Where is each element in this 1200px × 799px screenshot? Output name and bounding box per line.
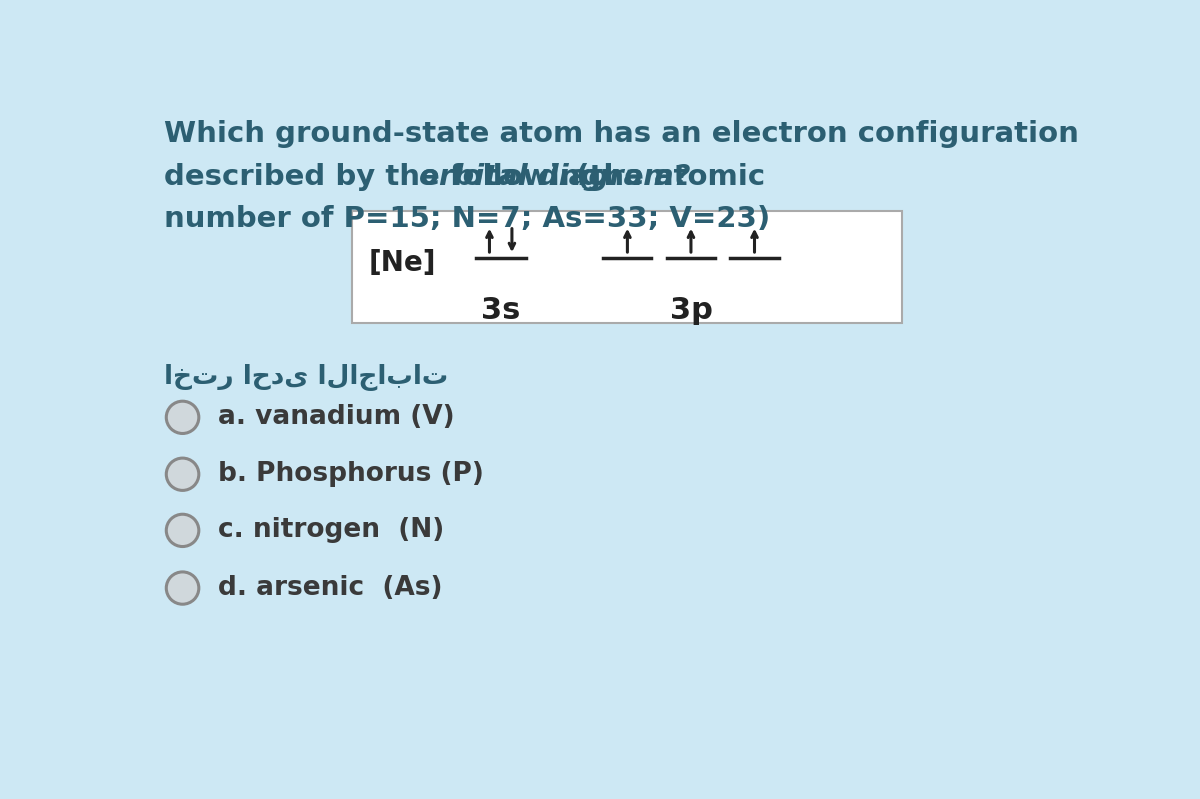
- Circle shape: [167, 458, 199, 491]
- Text: اختر احدى الاجابات: اختر احدى الاجابات: [164, 364, 449, 391]
- Text: Which ground-state atom has an electron configuration: Which ground-state atom has an electron …: [164, 121, 1079, 149]
- Text: a. vanadium (V): a. vanadium (V): [218, 404, 455, 431]
- Text: c. nitrogen  (N): c. nitrogen (N): [218, 518, 444, 543]
- Text: 3p: 3p: [670, 296, 713, 325]
- Circle shape: [167, 401, 199, 434]
- Circle shape: [167, 572, 199, 604]
- Text: number of P=15; N=7; As=33; V=23): number of P=15; N=7; As=33; V=23): [164, 205, 770, 233]
- Text: [Ne]: [Ne]: [368, 249, 436, 277]
- Bar: [352, 211, 901, 323]
- Text: described by the following: described by the following: [164, 163, 612, 191]
- Text: 3s: 3s: [481, 296, 521, 325]
- Text: orbital diagram?: orbital diagram?: [419, 163, 691, 191]
- Text: d. arsenic  (As): d. arsenic (As): [218, 575, 443, 601]
- Text: (the atomic: (the atomic: [565, 163, 764, 191]
- Text: b. Phosphorus (P): b. Phosphorus (P): [218, 461, 484, 487]
- Circle shape: [167, 515, 199, 547]
